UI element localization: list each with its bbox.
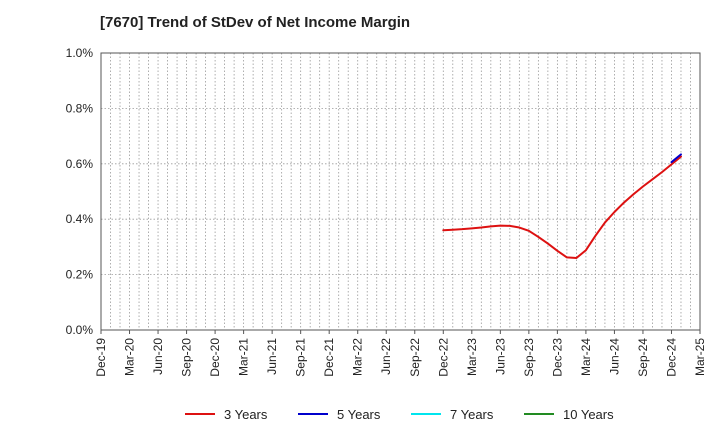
y-tick-label: 1.0% — [66, 46, 94, 60]
x-tick-label: Dec-21 — [322, 338, 336, 377]
x-tick-label: Dec-24 — [664, 338, 678, 377]
grid-layer — [101, 53, 700, 330]
x-tick-label: Mar-22 — [351, 338, 365, 376]
legend-label: 10 Years — [563, 407, 614, 422]
x-tick-label: Jun-22 — [379, 338, 393, 375]
x-tick-label: Mar-25 — [693, 338, 707, 376]
legend-label: 3 Years — [224, 407, 268, 422]
x-tick-label: Dec-19 — [94, 338, 108, 377]
x-tick-label: Mar-20 — [123, 338, 137, 376]
x-tick-label: Jun-20 — [151, 338, 165, 375]
y-tick-label: 0.0% — [66, 323, 94, 337]
x-tick-label: Dec-20 — [208, 338, 222, 377]
x-tick-label: Jun-21 — [265, 338, 279, 375]
x-tick-label: Sep-21 — [294, 338, 308, 377]
series-line-3-years — [442, 155, 682, 259]
x-tick-label: Jun-24 — [607, 338, 621, 375]
series-line-5-years — [670, 153, 682, 164]
x-tick-label: Sep-22 — [408, 338, 422, 377]
x-tick-label: Dec-22 — [436, 338, 450, 377]
x-tick-label: Dec-23 — [550, 338, 564, 377]
x-tick-label: Sep-24 — [636, 338, 650, 377]
y-tick-label: 0.8% — [66, 101, 94, 115]
x-tick-label: Mar-21 — [237, 338, 251, 376]
x-tick-label: Mar-24 — [579, 338, 593, 376]
y-tick-label: 0.6% — [66, 157, 94, 171]
chart-title: [7670] Trend of StDev of Net Income Marg… — [100, 14, 411, 31]
y-tick-label: 0.4% — [66, 212, 94, 226]
y-tick-label: 0.2% — [66, 268, 94, 282]
x-tick-label: Sep-20 — [180, 338, 194, 377]
legend: 3 Years 5 Years 7 Years 10 Years — [185, 407, 614, 422]
x-tick-label: Mar-23 — [465, 338, 479, 376]
legend-label: 7 Years — [450, 407, 494, 422]
series-layer — [442, 153, 682, 259]
x-tick-label: Jun-23 — [493, 338, 507, 375]
x-tick-label: Sep-23 — [522, 338, 536, 377]
plot-area-border — [100, 52, 701, 331]
axis-layer: 0.0% 0.2% 0.4% 0.6% 0.8% 1.0% Dec-19 Mar-20 Jun-… — [66, 46, 707, 377]
legend-label: 5 Years — [337, 407, 381, 422]
